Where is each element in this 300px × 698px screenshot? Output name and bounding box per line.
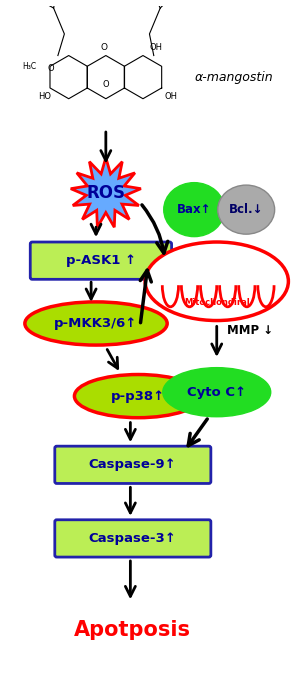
Polygon shape bbox=[71, 158, 141, 228]
FancyBboxPatch shape bbox=[30, 242, 172, 279]
Text: Bax↑: Bax↑ bbox=[177, 203, 212, 216]
Text: α-mangostin: α-mangostin bbox=[194, 70, 273, 84]
Text: HO: HO bbox=[38, 92, 51, 101]
Ellipse shape bbox=[145, 242, 288, 320]
Text: O: O bbox=[103, 80, 109, 89]
Text: H₃C: H₃C bbox=[22, 62, 36, 70]
FancyBboxPatch shape bbox=[55, 520, 211, 557]
Text: OH: OH bbox=[149, 43, 163, 52]
Text: O: O bbox=[47, 64, 54, 73]
Text: Mitochondiral: Mitochondiral bbox=[184, 298, 250, 307]
Text: O: O bbox=[100, 43, 107, 52]
Ellipse shape bbox=[218, 185, 274, 234]
Text: Bcl.↓: Bcl.↓ bbox=[229, 203, 263, 216]
Text: Caspase-3↑: Caspase-3↑ bbox=[88, 532, 176, 545]
Text: Cyto C↑: Cyto C↑ bbox=[187, 386, 246, 399]
Text: p-MKK3/6↑: p-MKK3/6↑ bbox=[54, 317, 138, 330]
Text: Caspase-9↑: Caspase-9↑ bbox=[88, 459, 176, 471]
Ellipse shape bbox=[163, 368, 271, 417]
FancyBboxPatch shape bbox=[55, 446, 211, 484]
Text: p-ASK1 ↑: p-ASK1 ↑ bbox=[66, 254, 136, 267]
Text: Apotposis: Apotposis bbox=[74, 620, 191, 639]
Ellipse shape bbox=[74, 375, 202, 417]
Ellipse shape bbox=[25, 302, 167, 345]
Text: OH: OH bbox=[165, 92, 178, 101]
Ellipse shape bbox=[164, 183, 225, 237]
Text: ROS: ROS bbox=[86, 184, 125, 202]
Text: p-p38↑: p-p38↑ bbox=[111, 389, 165, 403]
Text: MMP ↓: MMP ↓ bbox=[227, 324, 273, 337]
